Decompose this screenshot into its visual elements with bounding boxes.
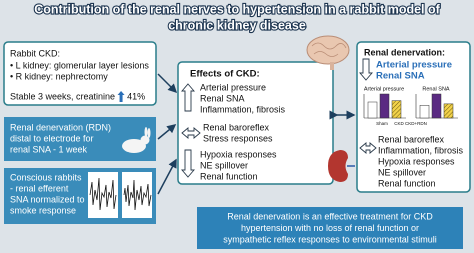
effects-heading: Effects of CKD: xyxy=(190,69,260,80)
sna-traces xyxy=(88,172,152,218)
title: chronic kidney disease xyxy=(168,18,306,32)
mini-chart-title: Arterial pressure xyxy=(364,86,404,92)
mini-bar xyxy=(431,93,442,119)
mini-bar xyxy=(379,93,390,119)
effect-increased: Inflammation, fibrosis xyxy=(200,104,286,114)
mini-chart-title: Renal SNA xyxy=(422,86,450,92)
mini-legend: CKD+RDN xyxy=(405,121,427,126)
ckd-change: 41% xyxy=(127,91,145,101)
denervation-unchanged: Renal baroreflex xyxy=(378,134,445,144)
mini-bar xyxy=(367,101,378,119)
rdn-text: Renal denervation (RDN) xyxy=(10,122,111,132)
title: Contribution of the renal nerves to hype… xyxy=(34,2,440,16)
rdn-text: renal SNA - 1 week xyxy=(10,144,88,154)
mini-bar xyxy=(391,100,402,119)
creatinine-arrow xyxy=(117,91,125,102)
effect-increased: Renal SNA xyxy=(200,93,245,103)
ckd-heading: Rabbit CKD: xyxy=(10,48,60,58)
mini-legend: Sham xyxy=(376,121,388,126)
conclusion-text: hypertension with no loss of renal funct… xyxy=(241,223,419,233)
denervation-unchanged: Inflammation, fibrosis xyxy=(378,145,464,155)
brain-icon xyxy=(306,35,350,70)
denervation-unchanged: Renal function xyxy=(378,178,436,188)
conclusion-text: sympathetic reflex responses to environm… xyxy=(223,234,437,244)
denervation-unchanged: Hypoxia responses xyxy=(378,156,455,166)
effects-box xyxy=(177,61,334,185)
kidney-icon xyxy=(328,150,355,182)
ckd-box xyxy=(3,41,157,106)
ckd-note: Stable 3 weeks, creatinine xyxy=(10,91,115,101)
effect-decreased: NE spillover xyxy=(200,160,248,170)
sna-text: SNA normalized to xyxy=(10,194,85,204)
sna-text: Conscious rabbits xyxy=(10,172,82,182)
effect-unchanged: Renal baroreflex xyxy=(203,122,270,132)
rabbit-icon xyxy=(122,127,151,153)
mini-legend: CKD xyxy=(394,121,404,126)
effect-decreased: Hypoxia responses xyxy=(200,149,277,159)
denervation-heading: Renal denervation: xyxy=(364,47,445,57)
denervation-decreased: Renal SNA xyxy=(376,71,425,82)
rdn-text: distal to electrode for xyxy=(10,133,94,143)
effect-unchanged: Stress responses xyxy=(203,133,273,143)
flow-arrows xyxy=(157,73,356,195)
mini-bar xyxy=(443,103,454,119)
denervation-box xyxy=(356,41,471,193)
denervation-unchanged: NE spillover xyxy=(378,167,426,177)
content: Contribution of the renal nerves to hype… xyxy=(10,1,464,244)
rdn-box xyxy=(4,117,156,161)
effect-decreased: Renal function xyxy=(200,171,258,181)
ckd-item: • R kidney: nephrectomy xyxy=(10,71,108,81)
effect-increased: Arterial pressure xyxy=(200,82,266,92)
sna-text: - renal efferent xyxy=(10,183,69,193)
sna-text: smoke response xyxy=(10,205,76,215)
mini-bar xyxy=(419,105,430,119)
conclusion-box xyxy=(197,207,463,249)
ckd-item: • L kidney: glomerular layer lesions xyxy=(10,60,149,70)
conclusion-text: Renal denervation is an effective treatm… xyxy=(227,211,433,221)
status-arrows xyxy=(181,58,377,178)
denervation-decreased: Arterial pressure xyxy=(376,60,452,71)
